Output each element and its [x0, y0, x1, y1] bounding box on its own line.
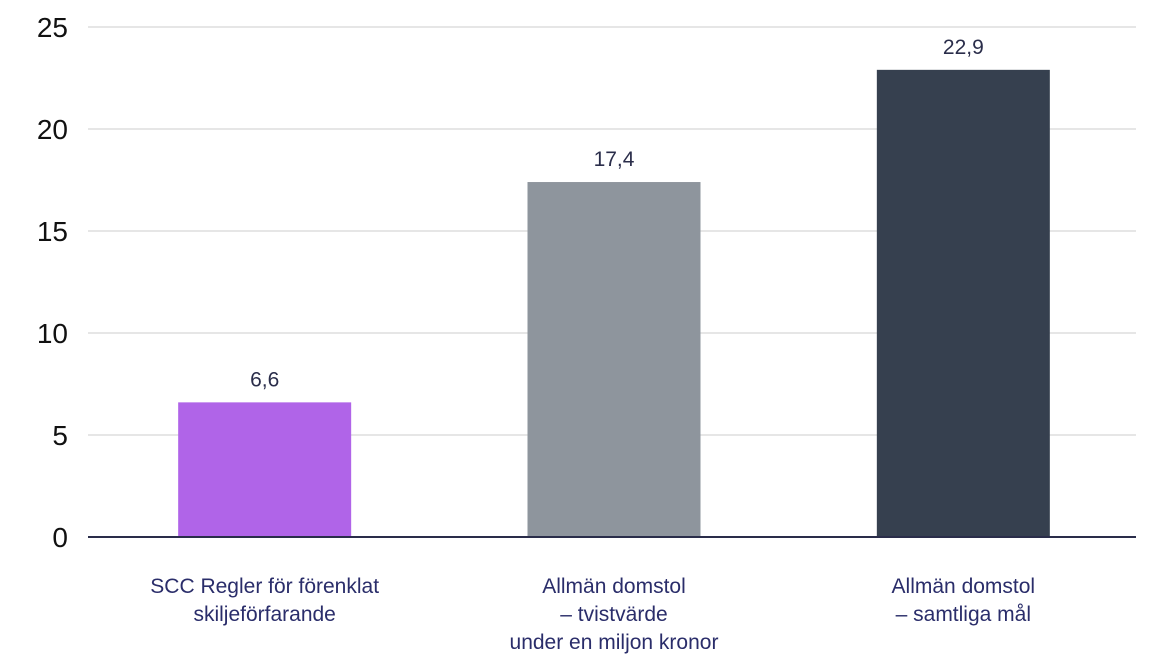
- x-axis-labels: SCC Regler för förenklat skiljeförfarande…: [150, 575, 1035, 654]
- x-category-label-line: Allmän domstol: [542, 575, 686, 598]
- value-label-3: 22,9: [943, 36, 984, 59]
- x-category-label-2: Allmän domstol – tvistvärde under en miljo…: [510, 575, 719, 654]
- y-tick-label: 5: [52, 420, 68, 451]
- x-category-label-3: Allmän domstol – samtliga mål: [892, 575, 1036, 626]
- x-category-label-line: under en miljon kronor: [510, 631, 719, 654]
- y-tick-label: 20: [37, 114, 68, 145]
- value-labels: 6,6 17,4 22,9: [250, 36, 984, 392]
- x-category-label-line: skiljeförfarande: [193, 603, 335, 626]
- bar-2: [527, 182, 701, 538]
- x-category-label-line: SCC Regler för förenklat: [150, 575, 379, 598]
- bar-1: [178, 402, 352, 537]
- x-category-label-line: – tvistvärde: [560, 603, 667, 626]
- y-tick-label: 15: [37, 216, 68, 247]
- x-category-label-line: – samtliga mål: [896, 603, 1031, 626]
- y-axis-ticks: 0 5 10 15 20 25: [37, 12, 68, 553]
- x-category-label-line: Allmän domstol: [892, 575, 1036, 598]
- y-tick-label: 0: [52, 522, 68, 553]
- value-label-1: 6,6: [250, 368, 279, 391]
- value-label-2: 17,4: [594, 148, 635, 171]
- y-tick-label: 10: [37, 318, 68, 349]
- bar-3: [876, 69, 1050, 537]
- bars: [178, 69, 1050, 538]
- x-category-label-1: SCC Regler för förenklat skiljeförfarande: [150, 575, 379, 626]
- y-tick-label: 25: [37, 12, 68, 43]
